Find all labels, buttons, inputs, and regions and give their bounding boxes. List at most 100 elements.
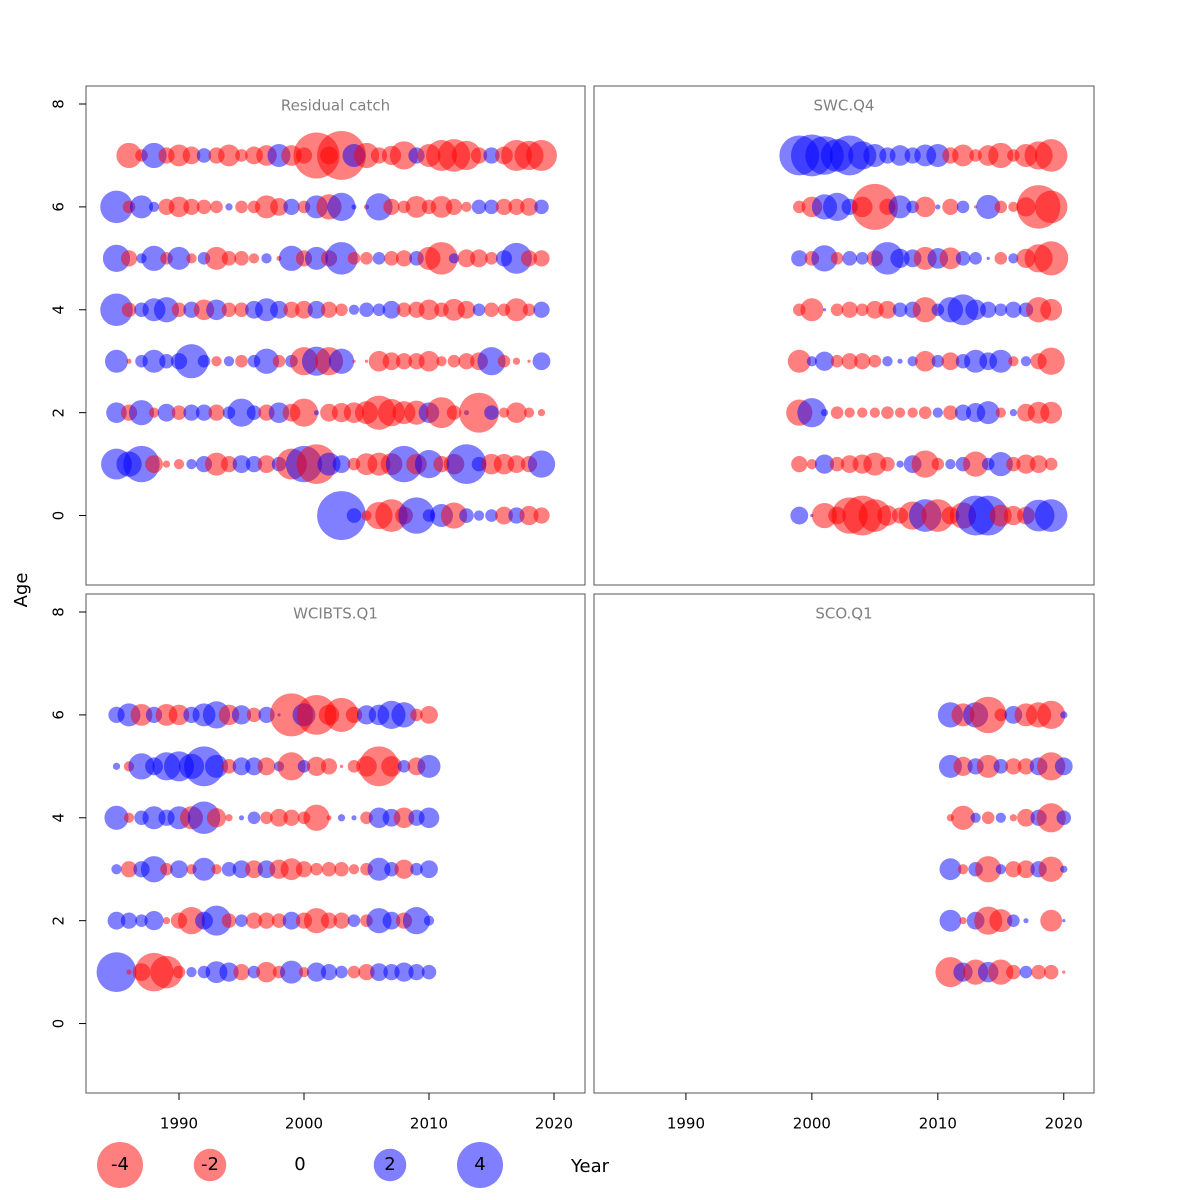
residual-bubble: [1017, 808, 1035, 827]
residual-bubble: [1060, 865, 1068, 873]
legend-label: 0: [294, 1154, 305, 1175]
residual-bubble: [1029, 455, 1048, 474]
residual-bubble: [863, 143, 887, 167]
residual-bubble: [1034, 190, 1068, 224]
residual-bubble: [348, 864, 360, 875]
residual-bubble: [297, 760, 311, 773]
residual-bubble: [800, 298, 824, 322]
residual-bubble: [405, 195, 428, 218]
residual-bubble: [527, 359, 531, 363]
residual-bubble: [1006, 456, 1021, 472]
residual-bubble: [123, 812, 135, 823]
residual-bubble: [1034, 139, 1068, 172]
residual-bubble: [384, 251, 399, 266]
residual-bubble: [303, 908, 330, 934]
residual-bubble: [221, 913, 237, 928]
residual-bubble: [382, 352, 401, 371]
residual-bubble: [790, 506, 809, 525]
residual-bubble: [1008, 253, 1019, 264]
residual-bubble: [325, 242, 358, 275]
residual-bubble: [1007, 914, 1020, 927]
residual-bubble: [508, 198, 525, 216]
residual-bubble: [1037, 752, 1066, 781]
residual-bubble: [970, 696, 1007, 734]
residual-bubble: [258, 912, 275, 929]
residual-bubble: [320, 301, 338, 318]
residual-bubble: [506, 402, 527, 423]
residual-bubble: [381, 756, 402, 777]
residual-bubble: [1036, 803, 1066, 833]
panel-title: Residual catch: [281, 97, 390, 115]
residual-bubble: [197, 354, 211, 368]
residual-bubble: [172, 965, 186, 979]
y-tick-label: 4: [50, 305, 68, 315]
residual-bubble: [221, 251, 237, 266]
residual-bubble: [830, 406, 844, 419]
residual-bubble: [339, 764, 344, 768]
residual-bubble: [1017, 860, 1035, 879]
residual-bubble: [283, 809, 300, 826]
legend-label: 2: [384, 1154, 395, 1175]
residual-bubble: [447, 354, 461, 368]
residual-bubble: [945, 458, 956, 470]
residual-bubble: [257, 455, 276, 474]
residual-bubble: [994, 303, 1008, 317]
residual-bubble: [232, 757, 251, 776]
x-tick-label: 2000: [285, 1115, 323, 1133]
residual-bubble: [352, 359, 356, 363]
residual-bubble: [787, 349, 811, 373]
residual-bubble: [170, 860, 188, 879]
residual-bubble: [186, 458, 197, 470]
residual-bubble: [128, 400, 155, 426]
residual-bubble: [205, 754, 228, 778]
residual-bubble: [418, 807, 440, 829]
residual-bubble: [440, 502, 468, 529]
residual-bubble: [1005, 301, 1022, 318]
residual-bubble: [880, 456, 895, 472]
residual-bubble: [458, 353, 475, 370]
residual-bubble: [986, 256, 990, 260]
residual-bubble: [410, 862, 423, 876]
residual-bubble: [270, 197, 288, 216]
y-tick-label: 6: [50, 710, 68, 720]
residual-bubble: [246, 405, 262, 420]
y-tick-label: 2: [50, 916, 68, 926]
residual-bubble: [1017, 758, 1035, 775]
residual-bubble: [857, 407, 868, 418]
residual-bubble: [96, 952, 137, 993]
residual-bubble: [280, 858, 303, 881]
residual-bubble: [907, 407, 918, 418]
residual-bubble: [261, 253, 272, 264]
residual-bubble: [328, 348, 355, 374]
residual-bubble: [306, 962, 327, 982]
residual-bubble: [939, 909, 962, 932]
residual-bubble: [1040, 909, 1063, 932]
y-tick-label: 0: [50, 1019, 68, 1029]
residual-bubble: [988, 959, 1014, 985]
residual-bubble: [351, 204, 357, 210]
residual-bubble: [410, 708, 423, 722]
residual-bubble: [238, 815, 245, 821]
residual-bubble: [327, 192, 356, 221]
residual-bubble: [246, 707, 262, 723]
x-tick-label: 2010: [919, 1115, 957, 1133]
residual-bubble: [461, 201, 472, 213]
residual-bubble: [408, 963, 425, 981]
residual-bubble: [112, 762, 121, 770]
panel-title: SWC.Q4: [814, 97, 875, 115]
residual-bubble: [420, 860, 438, 879]
residual-bubble: [1008, 201, 1019, 213]
residual-bubble: [932, 407, 943, 418]
residual-bubble: [981, 811, 995, 825]
residual-bubble: [1008, 356, 1019, 367]
residual-bubble: [402, 907, 431, 935]
residual-bubble: [370, 963, 388, 982]
residual-bubble: [233, 963, 250, 981]
residual-bubble: [507, 455, 526, 474]
residual-bubble: [235, 354, 248, 368]
residual-bubble: [485, 509, 498, 522]
residual-bubble: [918, 406, 932, 419]
residual-bubble: [426, 397, 457, 429]
y-tick-label: 6: [50, 202, 68, 212]
residual-bubble: [844, 407, 855, 418]
